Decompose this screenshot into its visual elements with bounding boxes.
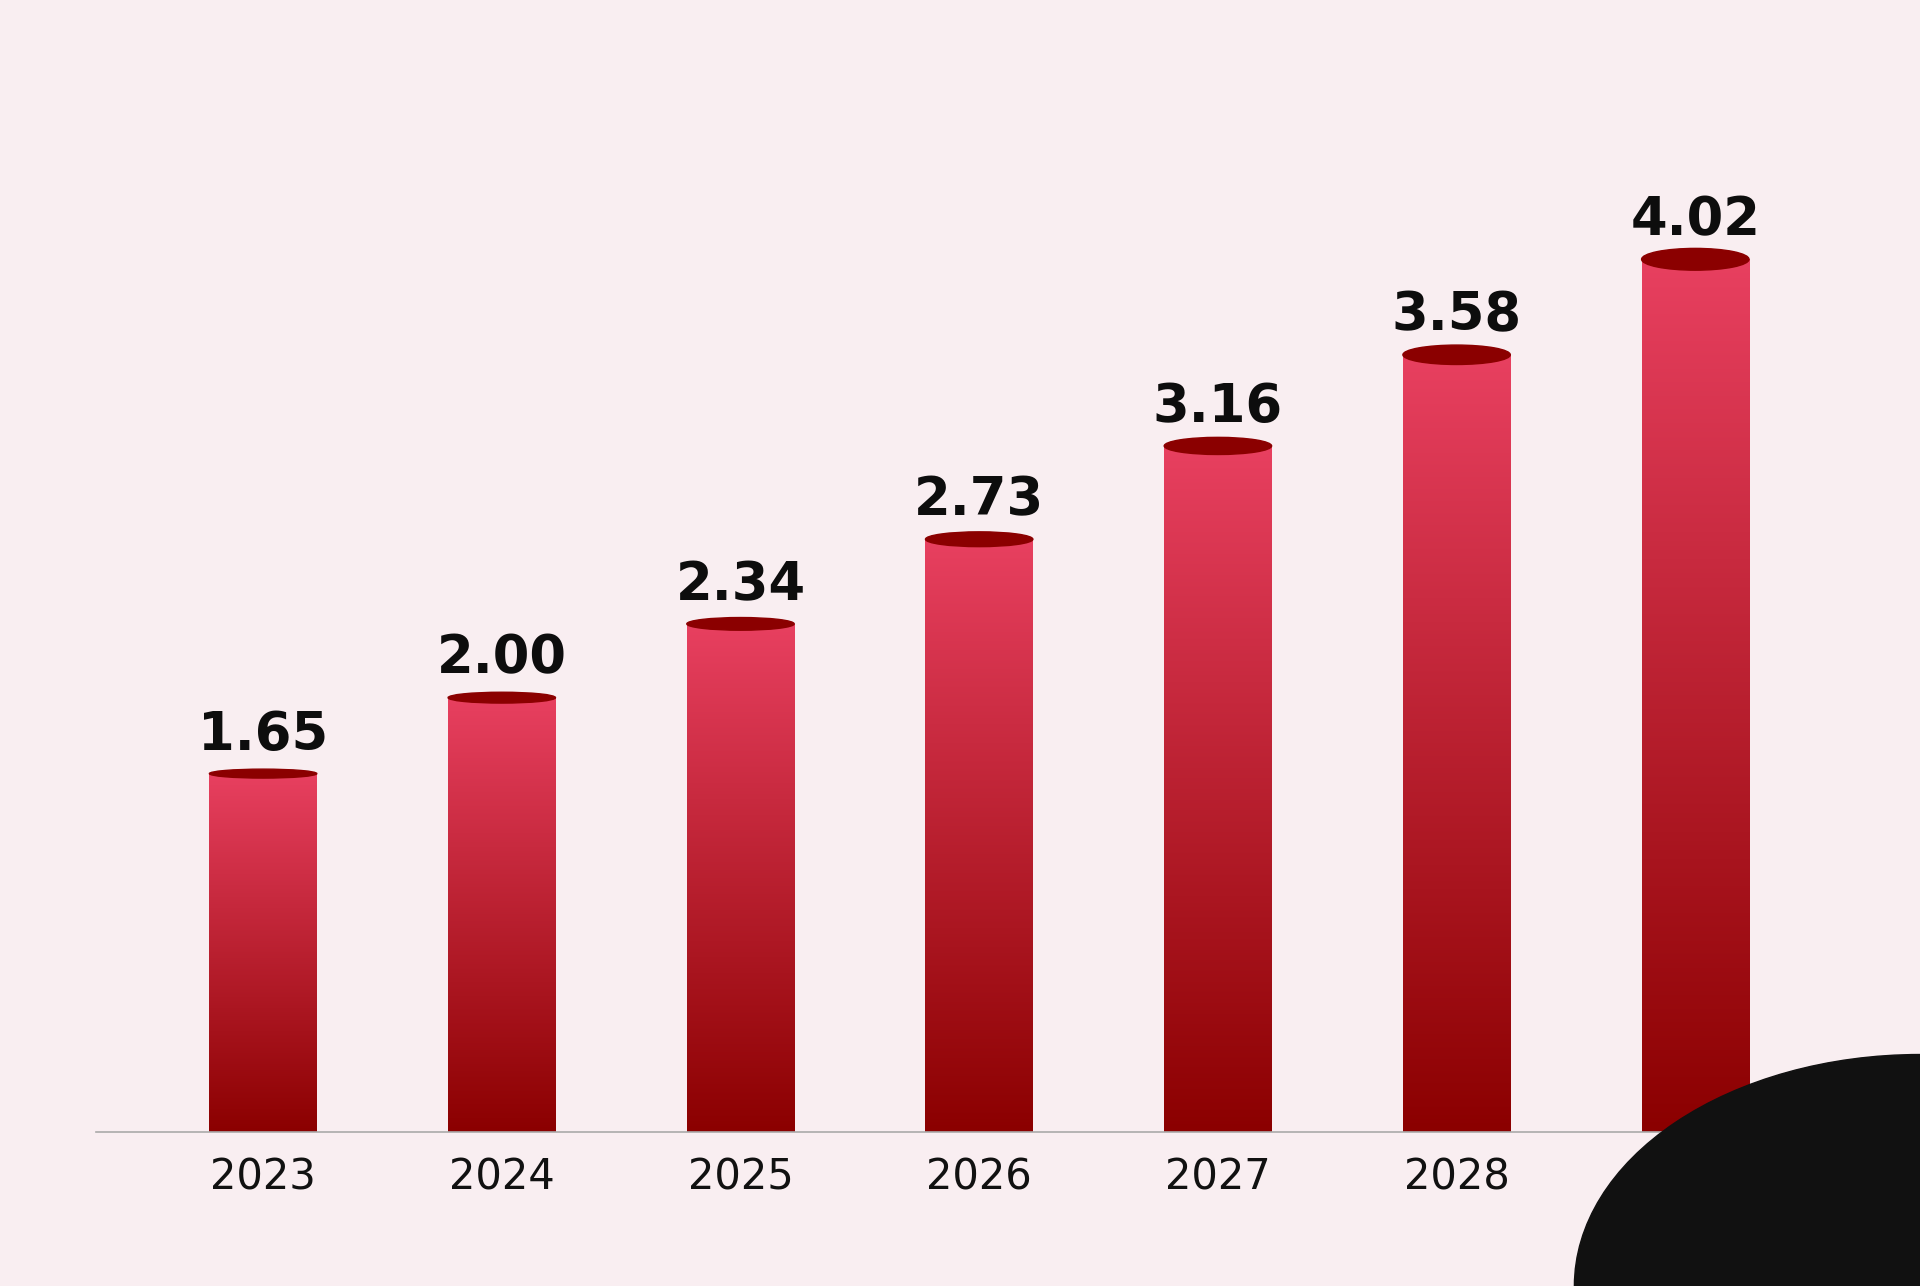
Text: 2.34: 2.34	[676, 559, 806, 611]
Text: 1.65: 1.65	[198, 709, 328, 760]
Ellipse shape	[1164, 437, 1271, 454]
Text: 2.00: 2.00	[436, 633, 566, 684]
Ellipse shape	[1404, 345, 1511, 364]
Ellipse shape	[447, 692, 555, 703]
Ellipse shape	[1642, 248, 1749, 270]
Text: 3.58: 3.58	[1392, 289, 1523, 342]
Ellipse shape	[925, 532, 1033, 547]
Text: 3.16: 3.16	[1152, 381, 1283, 433]
Ellipse shape	[687, 617, 795, 630]
Text: 4.02: 4.02	[1630, 194, 1761, 247]
Text: 2.73: 2.73	[914, 475, 1044, 526]
Ellipse shape	[209, 769, 317, 778]
